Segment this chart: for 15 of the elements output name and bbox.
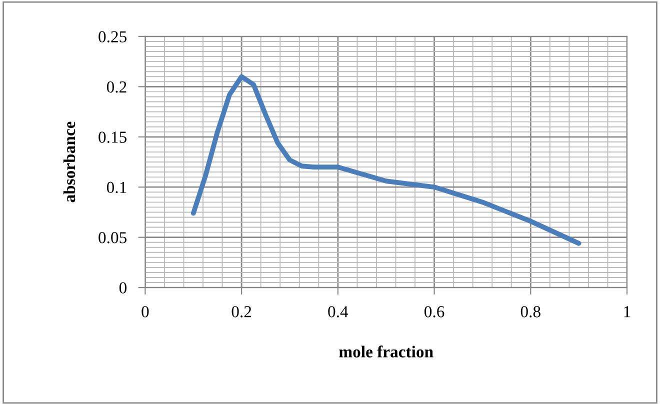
y-axis-title: absorbance (63, 122, 76, 202)
x-tick-label: 0.2 (232, 306, 252, 318)
y-tick-label: 0.2 (106, 81, 126, 93)
x-tick-label: 0.8 (520, 306, 540, 318)
line-series (190, 74, 582, 246)
y-tick-label: 0 (119, 282, 127, 294)
y-tick-label: 0.05 (98, 232, 126, 244)
x-tick-label: 0.4 (328, 306, 348, 318)
x-tick-label: 0.6 (424, 306, 444, 318)
x-axis-title: mole fraction (339, 346, 434, 358)
y-tick-label: 0.15 (98, 132, 126, 143)
y-tick-label: 0.1 (106, 182, 126, 194)
x-tick-label: 1 (624, 306, 630, 318)
x-tick-label: 0 (142, 306, 149, 318)
y-tick-label: 0.25 (98, 31, 126, 42)
